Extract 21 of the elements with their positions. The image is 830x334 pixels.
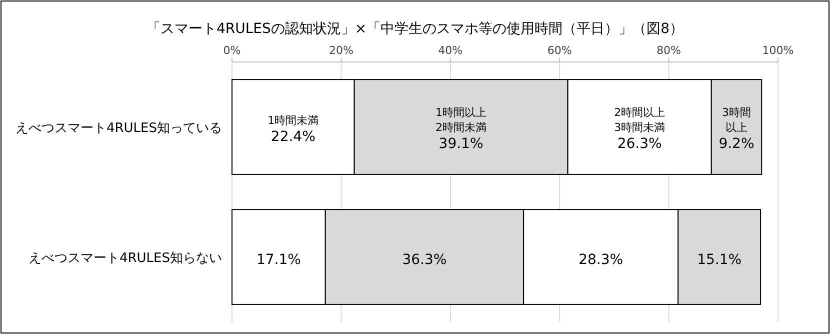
- data-label: 17.1%: [256, 252, 301, 268]
- data-label: 28.3%: [578, 252, 624, 268]
- data-label: 22.4%: [270, 129, 316, 145]
- x-tick-label: 20%: [328, 44, 354, 57]
- data-label: 36.3%: [402, 252, 447, 268]
- y-tick-label: えべつスマート4RULES知っている: [15, 121, 222, 136]
- series-label: 1時間以上2時間未満: [436, 106, 487, 134]
- x-tick-label: 40%: [438, 44, 463, 57]
- x-tick-label: 80%: [656, 44, 682, 57]
- data-label: 39.1%: [438, 136, 484, 152]
- series-label: 2時間以上3時間未満: [614, 106, 666, 134]
- chart-title: 「スマート4RULESの認知状況」×「中学生のスマホ等の使用時間（平日）」（図8）: [146, 21, 684, 37]
- data-label: 26.3%: [617, 136, 662, 152]
- x-tick-label: 60%: [547, 44, 572, 57]
- series-label: 1時間未満: [268, 114, 319, 127]
- y-tick-label: えべつスマート4RULES知らない: [28, 251, 222, 266]
- data-label: 15.1%: [697, 252, 742, 268]
- series-label: 3時間以上: [722, 106, 752, 134]
- x-tick-label: 100%: [762, 44, 794, 57]
- x-tick-label: 0%: [223, 44, 241, 57]
- data-label: 9.2%: [718, 136, 754, 152]
